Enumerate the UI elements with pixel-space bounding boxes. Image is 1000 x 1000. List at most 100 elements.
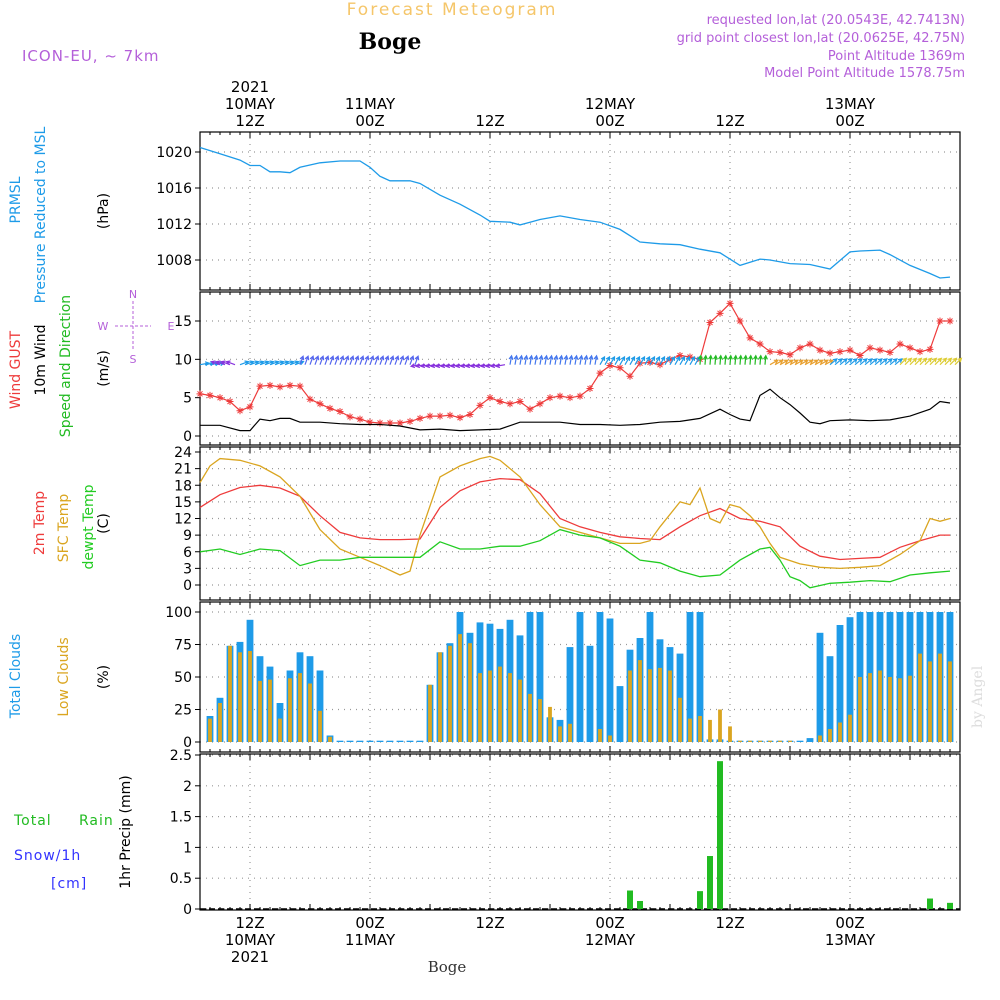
y-tick-label: 10 xyxy=(174,352,192,368)
gust-marker xyxy=(256,382,264,390)
top-time-label: 12Z xyxy=(475,112,504,130)
wind-direction-arrow xyxy=(708,354,713,365)
compass-w: W xyxy=(98,320,109,333)
wind-direction-arrow xyxy=(329,355,335,365)
wind-direction-arrow xyxy=(369,355,375,365)
y-tick-label: 3 xyxy=(183,561,192,577)
wind-direction-arrow xyxy=(609,355,616,366)
total-cloud-bar xyxy=(606,618,614,742)
gust-marker xyxy=(436,412,444,420)
wind-direction-arrow xyxy=(909,357,918,366)
panel-clouds: 0 25 50 75 100 (%) xyxy=(96,601,961,753)
wind-direction-arrow xyxy=(889,358,898,366)
gust-marker xyxy=(226,398,234,405)
gust-marker xyxy=(906,344,914,352)
station-name: Boge xyxy=(359,29,422,55)
wind-direction-arrow xyxy=(225,360,236,366)
panel-frame xyxy=(199,131,961,291)
y-tick-label: 0.5 xyxy=(170,871,192,887)
wind-direction-arrow xyxy=(869,358,878,366)
wind-direction-arrow xyxy=(733,354,738,365)
prmsl-title: PRMSL xyxy=(8,176,24,223)
low-cloud-bar xyxy=(728,726,732,742)
gust-marker xyxy=(206,391,214,399)
wind-direction-arrow xyxy=(703,354,708,365)
rain-bar xyxy=(697,891,703,909)
wind-direction-arrow xyxy=(309,355,315,365)
gust-marker xyxy=(816,346,824,354)
top-time-label: 2021 xyxy=(231,78,269,96)
gust-marker xyxy=(636,359,644,367)
gust-marker xyxy=(536,400,544,408)
wind-direction-arrow xyxy=(769,359,779,366)
gust-marker xyxy=(876,346,884,354)
gust-marker xyxy=(456,414,464,422)
wind-direction-arrow xyxy=(779,359,789,366)
low-cloud-bar xyxy=(778,740,782,742)
wind-direction-arrow xyxy=(513,354,519,365)
low-cloud-bar xyxy=(718,709,722,742)
wind-direction-arrow xyxy=(543,354,549,365)
y-tick-label: 0 xyxy=(183,902,192,918)
low-cloud-bar xyxy=(538,699,542,742)
gust-marker xyxy=(396,419,404,427)
wind-direction-arrow xyxy=(404,355,410,365)
bottom-time-label: 12MAY xyxy=(585,931,636,949)
temp-2m-line xyxy=(199,477,950,561)
bottom-time-label: 12Z xyxy=(475,914,504,932)
low-cloud-bar xyxy=(268,679,272,742)
precip-legend: [cm] xyxy=(51,876,87,892)
total-cloud-bar xyxy=(616,686,624,742)
low-cloud-bar xyxy=(228,645,232,742)
low-cloud-bar xyxy=(598,729,602,742)
low-cloud-bar xyxy=(818,735,822,742)
rain-bar xyxy=(627,890,633,909)
y-tick-label: 1020 xyxy=(156,145,192,161)
wind-direction-arrow xyxy=(763,354,768,365)
panel-frame xyxy=(199,753,961,911)
wind-direction-arrow xyxy=(629,355,636,366)
low-cloud-bar xyxy=(928,661,932,742)
total-cloud-bar xyxy=(316,670,324,742)
wind-direction-arrow xyxy=(954,357,963,366)
y-tick-label: 15 xyxy=(174,495,192,511)
wind-direction-arrow xyxy=(573,354,579,365)
precip-legend: Rain xyxy=(79,813,114,829)
gust-marker xyxy=(586,384,594,392)
wind-direction-arrow xyxy=(344,355,350,365)
wind-direction-arrow xyxy=(654,355,661,366)
gust-marker xyxy=(846,346,854,354)
rain-bar xyxy=(717,761,723,909)
gust-marker xyxy=(466,411,474,419)
gust-marker xyxy=(506,400,514,408)
top-time-label: 12Z xyxy=(715,112,744,130)
low-cloud-bar xyxy=(238,652,242,742)
low-cloud-bar xyxy=(448,645,452,742)
gust-marker xyxy=(836,348,844,356)
wind-direction-arrow xyxy=(588,354,594,365)
gust-marker xyxy=(266,381,274,389)
low-cloud-bar xyxy=(208,718,212,742)
wind-direction-arrow xyxy=(299,355,305,365)
gust-marker xyxy=(556,392,564,400)
wind-direction-arrow xyxy=(523,354,529,365)
low-cloud-bar xyxy=(698,716,702,742)
wind-direction-arrow xyxy=(748,354,753,365)
low-cloud-bar xyxy=(758,740,762,742)
gust-marker xyxy=(276,383,284,391)
gust-marker xyxy=(596,369,604,377)
total-cloud-bar xyxy=(346,740,354,742)
wind-direction-arrow xyxy=(718,354,723,365)
wind-direction-arrow xyxy=(679,355,686,366)
wind-direction-arrow xyxy=(314,355,320,365)
low-cloud-bar xyxy=(298,673,302,742)
y-tick-label: 0 xyxy=(183,735,192,751)
wind-direction-arrow xyxy=(758,354,763,365)
total-cloud-bar xyxy=(406,740,414,742)
total-cloud-bar xyxy=(596,612,604,742)
wind-direction-arrow xyxy=(349,355,355,365)
wind-direction-arrow xyxy=(374,355,380,365)
gust-marker xyxy=(866,344,874,352)
total-cloud-bar xyxy=(846,617,854,742)
